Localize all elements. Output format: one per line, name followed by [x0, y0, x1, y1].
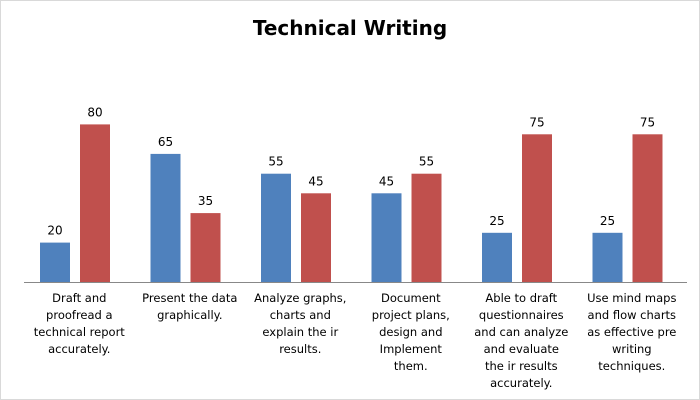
data-label-blue-5: 25 [489, 214, 504, 228]
bar-blue-3 [261, 173, 291, 282]
category-label-3: Analyze graphs, charts and explain the ir r… [254, 291, 346, 356]
category-label-6: Use mind maps and flow charts as effective… [587, 291, 676, 373]
data-label-blue-2: 65 [158, 135, 173, 149]
bar-blue-5 [482, 232, 512, 283]
bar-red-1 [80, 124, 110, 283]
data-label-red-2: 35 [198, 194, 213, 208]
category-label-4: Document project plans, design and Implemen… [372, 291, 450, 373]
bar-blue-2 [150, 153, 181, 282]
data-label-blue-3: 55 [268, 155, 283, 169]
bar-red-5 [522, 134, 552, 283]
data-label-blue-6: 25 [600, 214, 615, 228]
category-label-5: Able to draft questionnaires and can analy… [474, 291, 568, 390]
bar-blue-4 [371, 193, 402, 282]
data-label-red-1: 80 [87, 105, 102, 119]
category-label-1: Draft and proofread a technical report accu… [34, 291, 126, 356]
chart-title: Technical Writing [253, 16, 447, 40]
data-label-red-3: 45 [308, 174, 323, 188]
bars-layer [40, 124, 663, 283]
data-label-red-6: 75 [640, 115, 655, 129]
bar-red-3 [301, 193, 331, 282]
bar-blue-1 [40, 242, 70, 282]
labels-layer: 20 80 Draft and proofread a technical report… [34, 105, 677, 390]
data-label-red-5: 75 [529, 115, 544, 129]
category-label-2: Present the data graphically. [142, 291, 237, 322]
bar-red-6 [632, 134, 663, 283]
data-label-red-4: 55 [419, 155, 434, 169]
bar-blue-6 [592, 232, 623, 283]
bar-red-2 [190, 213, 221, 283]
bar-red-4 [411, 173, 442, 282]
data-label-blue-1: 20 [47, 224, 62, 238]
data-label-blue-4: 45 [379, 174, 394, 188]
